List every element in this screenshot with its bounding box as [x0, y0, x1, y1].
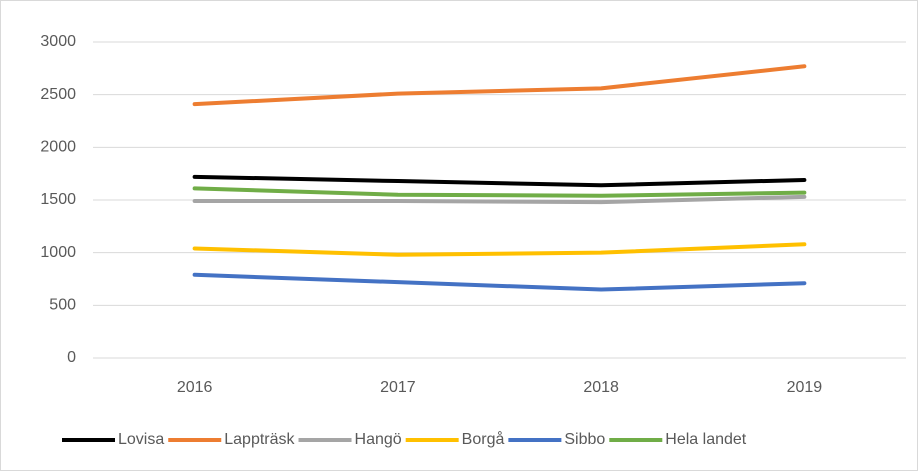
y-tick-label: 1000	[40, 244, 76, 261]
legend-label: Borgå	[462, 430, 505, 448]
series-line	[192, 272, 807, 292]
x-tick-label: 2016	[177, 379, 213, 396]
y-tick-label: 0	[67, 349, 76, 366]
y-tick-label: 2500	[40, 86, 76, 103]
y-tick-label: 1500	[40, 191, 76, 208]
series-line	[192, 64, 807, 107]
x-tick-label: 2018	[583, 379, 619, 396]
legend-label: Sibbo	[564, 431, 605, 448]
x-tick-label: 2017	[380, 379, 416, 396]
series-line	[192, 194, 807, 205]
series-line	[192, 174, 807, 188]
legend-label: Lappträsk	[224, 431, 295, 448]
y-tick-label: 500	[49, 297, 76, 314]
legend-label: Hangö	[355, 431, 402, 448]
series-line	[192, 242, 807, 257]
x-tick-label: 2019	[787, 379, 823, 396]
y-tick-label: 3000	[40, 33, 76, 50]
legend-label: Hela landet	[665, 431, 747, 448]
y-tick-label: 2000	[40, 139, 76, 156]
legend-label: Lovisa	[118, 431, 164, 448]
series-line	[192, 186, 807, 198]
